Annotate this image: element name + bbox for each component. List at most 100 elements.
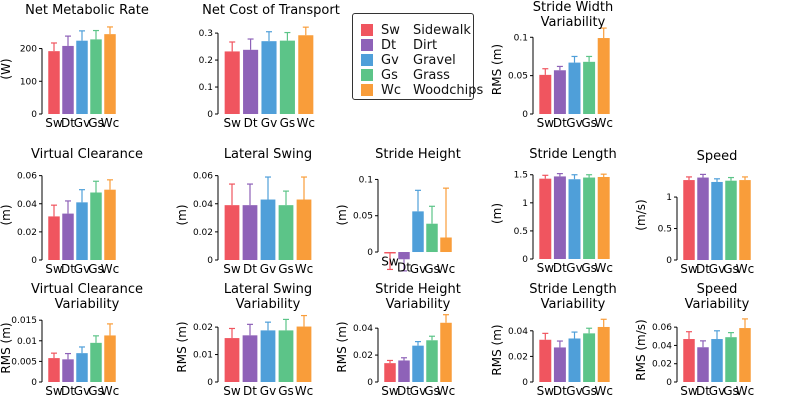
bar-dt (62, 213, 74, 260)
x-tick-label: Dt (61, 262, 75, 276)
legend-label: Grass (413, 67, 450, 83)
bar-gs (90, 192, 102, 260)
y-axis-label: (m) (490, 203, 504, 224)
legend: Sw Sidewalk Dt Dirt Gv Gravel Gs Grass W… (352, 13, 483, 100)
x-tick-label: Dt (61, 116, 75, 130)
y-tick-label: 0 (367, 378, 373, 388)
x-tick-label: Dt (61, 384, 75, 398)
y-tick-label: 0.02 (508, 352, 528, 362)
x-tick-label: Gv (410, 262, 426, 276)
y-tick-label: 0.5 (514, 227, 528, 237)
x-tick-label: Wc (736, 384, 754, 398)
y-tick-label: 0.06 (652, 323, 672, 333)
bar-wc (296, 199, 312, 260)
bar-dt (553, 176, 566, 259)
bar-sw (683, 339, 695, 382)
legend-item-gravel: Gv Gravel (361, 52, 456, 68)
y-axis-label: RMS (m) (490, 44, 504, 95)
x-tick-label: Gs (723, 262, 739, 276)
bar-wc (597, 38, 610, 114)
x-tick-label: Gs (424, 262, 440, 276)
x-tick-label: Gs (88, 262, 104, 276)
bar-wc (440, 237, 452, 253)
bar-wc (104, 335, 116, 382)
legend-swatch-grass (361, 69, 373, 81)
x-tick-label: Gs (581, 116, 597, 130)
chart-title: Stride Height (375, 282, 461, 297)
legend-abbr: Gv (381, 52, 399, 68)
chart-title: Stride Width (533, 0, 613, 15)
x-tick-label: Wc (736, 262, 754, 276)
y-tick-label: 0.005 (11, 357, 37, 367)
x-tick-label: Dt (696, 384, 710, 398)
x-tick-label: Gv (261, 116, 277, 130)
x-tick-label: Gv (566, 261, 582, 275)
x-tick-label: Gs (723, 384, 739, 398)
y-tick-label: 1 (522, 199, 528, 209)
chart-title: Stride Height (375, 147, 461, 162)
x-tick-label: Gv (709, 384, 725, 398)
y-tick-label: 0.05 (508, 72, 528, 82)
y-tick-label: 0.1 (514, 33, 528, 43)
x-tick-label: Gv (260, 262, 276, 276)
bar-gs (583, 61, 596, 114)
y-tick-label: 0.05 (353, 212, 373, 222)
x-tick-label: Wc (594, 116, 612, 130)
chart-title: Variability (541, 15, 606, 30)
bar-dt (553, 70, 566, 114)
x-tick-label: Sw (45, 262, 63, 276)
y-tick-label: 0.04 (193, 200, 213, 210)
bar-wc (739, 180, 751, 260)
x-tick-label: Wc (594, 384, 612, 398)
bar-gs (90, 39, 102, 114)
x-tick-label: Gs (88, 116, 104, 130)
y-tick-label: 0.01 (193, 351, 213, 361)
legend-swatch-gravel (361, 54, 373, 66)
y-tick-label: 200 (20, 45, 37, 55)
bar-gs (279, 40, 295, 114)
legend-label: Dirt (413, 37, 438, 53)
x-tick-label: Gv (74, 384, 90, 398)
x-tick-label: Gs (278, 384, 294, 398)
legend-abbr: Dt (381, 37, 397, 53)
legend-abbr: Wc (381, 82, 402, 98)
y-tick-label: 0.04 (508, 327, 528, 337)
bar-sw (683, 180, 695, 260)
y-tick-label: 0.01 (17, 337, 37, 347)
bar-gv (76, 40, 88, 114)
legend-label: Gravel (413, 52, 456, 68)
x-tick-label: Wc (437, 384, 455, 398)
bar-gv (568, 62, 581, 114)
x-tick-label: Gs (280, 116, 296, 130)
legend-abbr: Sw (381, 22, 400, 38)
bar-gv (568, 338, 581, 382)
bar-sw (48, 216, 60, 260)
x-tick-label: Dt (553, 384, 567, 398)
bar-dt (697, 177, 709, 260)
chart-lateral-swing-variability: 0 0.01 0.02 Sw Dt Gv Gs Wc Lateral SwingVariabil… (175, 282, 313, 398)
chart-title: Variability (55, 297, 120, 312)
y-tick-label: 0 (666, 378, 672, 388)
bar-gv (711, 181, 723, 260)
bar-wc (104, 34, 116, 114)
y-tick-label: 0.06 (193, 172, 213, 182)
x-tick-label: Sw (45, 116, 63, 130)
y-tick-label: 0.1 (199, 83, 213, 93)
bar-sw (224, 338, 240, 382)
chart-title: Net Metabolic Rate (25, 3, 149, 18)
bar-gv (568, 179, 581, 259)
chart-title: Variability (386, 297, 451, 312)
y-tick-label: 0 (31, 378, 37, 388)
x-tick-label: Sw (381, 254, 399, 268)
chart-title: Lateral Swing (224, 147, 312, 162)
bar-sw (539, 74, 552, 114)
y-tick-label: 0.5 (658, 225, 672, 235)
y-tick-label: 0 (207, 256, 213, 266)
legend-item-sidewalk: Sw Sidewalk (361, 22, 471, 38)
y-axis-label: (m/s) (634, 199, 648, 230)
x-tick-label: Gs (278, 262, 294, 276)
y-axis-label: (m) (0, 204, 13, 225)
y-axis-label: RMS (m/s) (634, 319, 648, 380)
